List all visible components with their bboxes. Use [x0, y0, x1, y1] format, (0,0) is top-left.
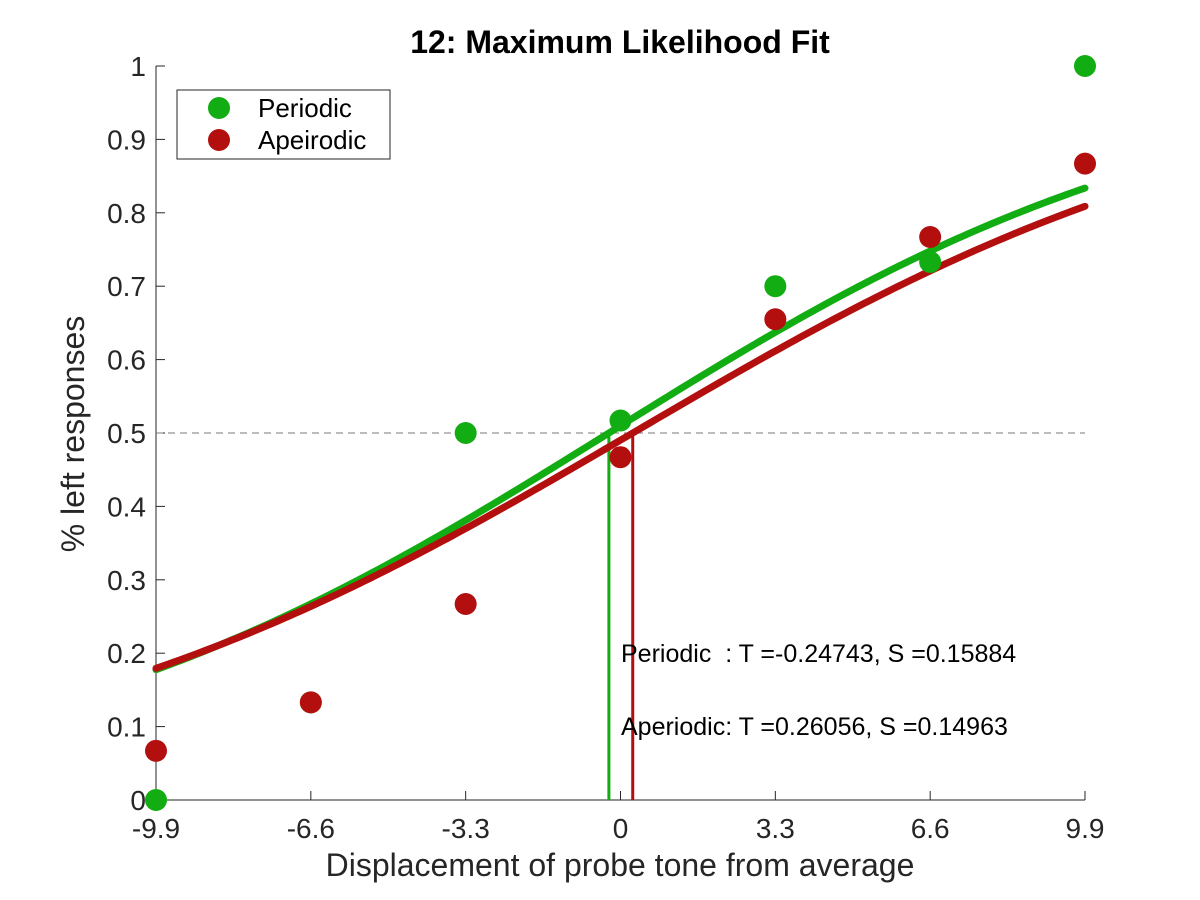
axes: 0 0.1 0.2 0.3 0.4 0.5 0.6 0.7 0.8 0.9 1 -9.9 -6.6 -3.…	[107, 51, 1104, 844]
data-point-apeirodic	[454, 593, 477, 616]
x-tick-label: 0	[613, 813, 629, 844]
data-point-apeirodic	[609, 446, 632, 469]
legend: Periodic Apeirodic	[176, 89, 391, 160]
data-point-apeirodic	[145, 739, 167, 762]
y-tick-label: 0.6	[107, 345, 146, 376]
data-point-apeirodic	[299, 691, 322, 714]
legend-marker-apeirodic	[208, 129, 230, 151]
data-point-apeirodic	[919, 226, 942, 249]
data-point-periodic	[454, 422, 477, 444]
y-tick-label: 0.7	[107, 271, 146, 302]
data-point-periodic	[609, 409, 632, 432]
legend-label-periodic: Periodic	[258, 93, 352, 123]
data-point-periodic	[764, 275, 787, 298]
fit-curve-apeirodic	[152, 202, 1089, 672]
y-tick-label: 0.2	[107, 638, 146, 669]
legend-marker-periodic	[208, 97, 230, 119]
x-tick-label: -3.3	[442, 813, 490, 844]
y-axis-label: % left responses	[55, 316, 91, 553]
y-tick-label: 0.3	[107, 565, 146, 596]
data-point-periodic	[1074, 55, 1096, 77]
data-point-periodic	[919, 250, 942, 273]
y-tick-label: 0.5	[107, 418, 146, 449]
x-tick-label: -9.9	[132, 813, 180, 844]
data-point-apeirodic	[764, 308, 787, 331]
y-tick-label: 1	[130, 51, 146, 82]
y-tick-label: 0.8	[107, 198, 146, 229]
y-tick-label: 0.9	[107, 124, 146, 155]
data-points	[145, 55, 1096, 811]
x-tick-label: 9.9	[1066, 813, 1105, 844]
annotation-periodic: Periodic : T =-0.24743, S =0.15884	[621, 640, 1016, 668]
data-point-apeirodic	[1074, 152, 1096, 175]
y-tick-label: 0.1	[107, 712, 146, 743]
chart-title: 12: Maximum Likelihood Fit	[410, 24, 830, 60]
x-tick-label: 6.6	[911, 813, 950, 844]
data-point-periodic	[145, 789, 167, 811]
legend-label-apeirodic: Apeirodic	[258, 125, 366, 155]
x-tick-label: -6.6	[287, 813, 335, 844]
x-axis-label: Displacement of probe tone from average	[326, 847, 915, 883]
annotation-aperiodic: Aperiodic: T =0.26056, S =0.14963	[621, 713, 1008, 741]
y-tick-label: 0	[130, 785, 146, 816]
y-tick-label: 0.4	[107, 491, 146, 522]
x-tick-label: 3.3	[756, 813, 795, 844]
threshold-markers	[607, 433, 635, 800]
